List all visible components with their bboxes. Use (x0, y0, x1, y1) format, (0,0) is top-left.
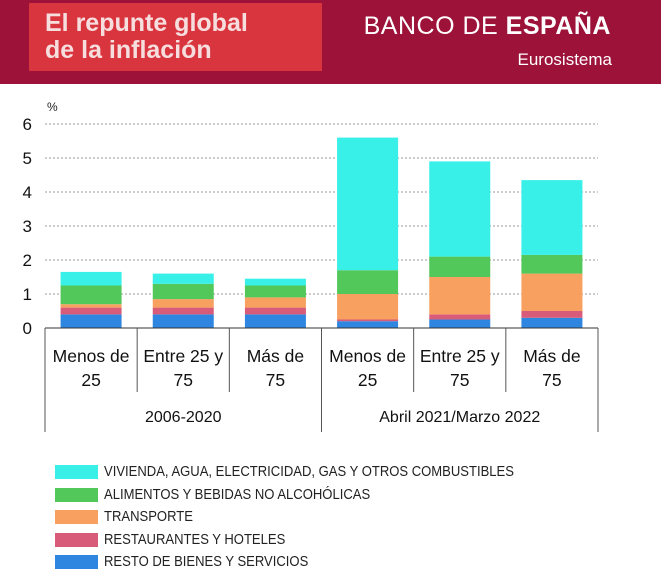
legend-label: VIVIENDA, AGUA, ELECTRICIDAD, GAS Y OTRO… (104, 464, 514, 481)
legend-item: RESTO DE BIENES Y SERVICIOS (55, 551, 560, 574)
x-category-label: 25 (81, 370, 100, 390)
x-category-label: Más de (247, 346, 304, 366)
legend-label: RESTAURANTES Y HOTELES (104, 531, 286, 548)
bar-segment (521, 254, 583, 274)
brand-subtitle: Eurosistema (517, 50, 612, 69)
legend-label: ALIMENTOS Y BEBIDAS NO ALCOHÓLICAS (104, 486, 371, 503)
x-category-label: 75 (174, 370, 193, 390)
bar-segment (60, 271, 122, 286)
x-group-label: Abril 2021/Marzo 2022 (379, 409, 540, 426)
bar-segment (152, 273, 214, 284)
y-tick-label: 4 (23, 183, 32, 202)
bar-layer (60, 137, 583, 328)
bar-segment (337, 270, 399, 294)
title-line-1: El repunte global (45, 9, 248, 37)
bar-segment (429, 319, 491, 328)
y-tick-label: 2 (23, 251, 32, 270)
y-tick-label: 3 (23, 217, 32, 236)
bar-segment (429, 256, 491, 277)
y-axis-unit: % (47, 100, 58, 114)
page-title: El repunte global de la inflación (29, 3, 322, 71)
bar-segment (152, 307, 214, 315)
bar-segment (337, 137, 399, 271)
bar-segment (337, 294, 399, 320)
x-category-label: 75 (266, 370, 285, 390)
bar-segment (337, 321, 399, 328)
chart-legend: VIVIENDA, AGUA, ELECTRICIDAD, GAS Y OTRO… (55, 461, 560, 574)
legend-swatch (55, 510, 98, 525)
legend-label: TRANSPORTE (104, 509, 193, 526)
x-category-label: Entre 25 y (420, 346, 500, 366)
bar-segment (429, 277, 491, 315)
x-category-label: Entre 25 y (143, 346, 223, 366)
x-category-label: 75 (450, 370, 469, 390)
bar-segment (60, 307, 122, 315)
y-tick-label: 5 (23, 149, 32, 168)
legend-swatch (55, 465, 98, 480)
bar-segment (152, 314, 214, 328)
bar-segment (337, 319, 399, 322)
brand-name-bold: ESPAÑA (505, 12, 611, 40)
header-banner: El repunte global de la inflación BANCO … (0, 0, 661, 84)
bar-segment (429, 314, 491, 320)
legend-label: RESTO DE BIENES Y SERVICIOS (104, 554, 309, 571)
bar-segment (244, 297, 306, 308)
grid-layer (45, 123, 598, 295)
bar-segment (521, 311, 583, 318)
bar-segment (60, 304, 122, 308)
y-tick-label: 1 (23, 285, 32, 304)
x-category-label: 75 (542, 370, 561, 390)
bar-segment (152, 299, 214, 308)
bar-segment (244, 278, 306, 286)
brand-logo: BANCO DE ESPAÑA (364, 12, 611, 41)
legend-item: TRANSPORTE (55, 506, 560, 529)
bar-segment (244, 285, 306, 298)
x-category-label: Más de (523, 346, 580, 366)
y-tick-label: 0 (23, 319, 32, 338)
bar-segment (521, 273, 583, 311)
bar-segment (60, 285, 122, 305)
legend-item: RESTAURANTES Y HOTELES (55, 529, 560, 552)
legend-swatch (55, 487, 98, 502)
bar-segment (244, 314, 306, 328)
legend-swatch (55, 532, 98, 547)
x-group-label: 2006-2020 (145, 409, 222, 426)
legend-item: VIVIENDA, AGUA, ELECTRICIDAD, GAS Y OTRO… (55, 461, 560, 484)
bar-segment (244, 307, 306, 315)
legend-swatch (55, 555, 98, 570)
y-tick-label: 6 (23, 115, 32, 134)
x-category-label: Menos de (329, 346, 406, 366)
brand-name-light: BANCO DE (363, 12, 506, 40)
axis-layer: 0 1 2 3 4 5 6 Menos de 25 Entre 25 y 75 Más de 75 Men… (23, 115, 599, 432)
x-category-label: 25 (358, 370, 377, 390)
bar-segment (60, 314, 122, 328)
bar-segment (152, 283, 214, 300)
title-line-2: de la inflación (45, 36, 212, 64)
x-category-label: Menos de (53, 346, 130, 366)
bar-segment (521, 317, 583, 328)
legend-item: ALIMENTOS Y BEBIDAS NO ALCOHÓLICAS (55, 484, 560, 507)
bar-segment (429, 161, 491, 257)
bar-segment (521, 180, 583, 255)
